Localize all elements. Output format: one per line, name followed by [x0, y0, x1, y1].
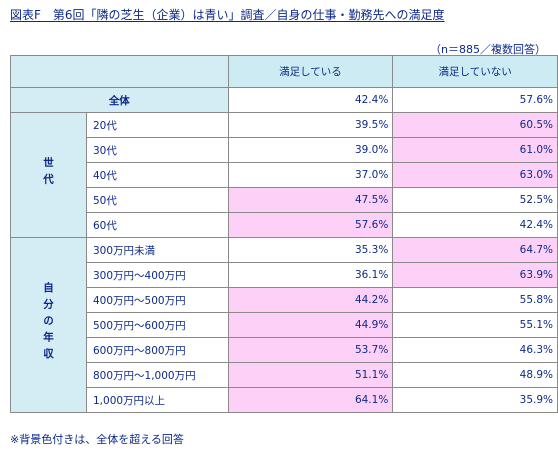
- row-label: 500万円〜600万円: [86, 312, 229, 338]
- row-label: 60代: [86, 212, 229, 238]
- table-body: 全体 42.4% 57.6% 世代 20代 39.5% 60.5% 30代 39.0% 61.0%…: [10, 87, 558, 413]
- value-satisfied: 57.6%: [227, 212, 394, 238]
- table-row: 600万円〜800万円 53.7% 46.3%: [11, 337, 558, 363]
- table-row: 50代 47.5% 52.5%: [11, 187, 558, 213]
- value-satisfied: 53.7%: [227, 337, 394, 363]
- table-row: 500万円〜600万円 44.9% 55.1%: [11, 312, 558, 338]
- table-row: 400万円〜500万円 44.2% 55.8%: [11, 287, 558, 313]
- value-satisfied: 42.4%: [227, 87, 394, 113]
- value-satisfied: 35.3%: [227, 237, 394, 263]
- value-satisfied: 36.1%: [227, 262, 394, 288]
- table-row: 300万円〜400万円 36.1% 63.9%: [11, 262, 558, 288]
- value-satisfied: 44.9%: [227, 312, 394, 338]
- footnote: ※背景色付きは、全体を超える回答: [10, 433, 184, 446]
- value-unsatisfied: 63.0%: [392, 162, 558, 188]
- table-row: 1,000万円以上 64.1% 35.9%: [11, 387, 558, 413]
- header-blank-cell: [10, 55, 229, 88]
- row-label: 400万円〜500万円: [86, 287, 229, 313]
- satisfaction-table: 満足している 満足していない 全体 42.4% 57.6% 世代 20代 39.5% 60.…: [10, 55, 558, 413]
- value-unsatisfied: 52.5%: [392, 187, 558, 213]
- group-label-age: 世代: [10, 112, 87, 238]
- table-row: 30代 39.0% 61.0%: [11, 137, 558, 163]
- page-title: 図表F 第6回「隣の芝生（企業）は青い」調査／自身の仕事・勤務先への満足度: [10, 8, 445, 22]
- value-satisfied: 37.0%: [227, 162, 394, 188]
- group-label-text: 自分の年収: [42, 282, 54, 365]
- table-row: 800万円〜1,000万円 51.1% 48.9%: [11, 362, 558, 388]
- row-label: 全体: [10, 87, 229, 113]
- group-label-income: 自分の年収: [10, 237, 87, 413]
- value-unsatisfied: 42.4%: [392, 212, 558, 238]
- table-row-total: 全体 42.4% 57.6%: [10, 87, 558, 113]
- sample-note: （n＝885／複数回答）: [430, 43, 546, 56]
- group-label-text: 世代: [42, 157, 54, 190]
- value-unsatisfied: 46.3%: [392, 337, 558, 363]
- table-row: 40代 37.0% 63.0%: [11, 162, 558, 188]
- value-satisfied: 51.1%: [227, 362, 394, 388]
- row-label: 50代: [86, 187, 229, 213]
- row-label: 1,000万円以上: [86, 387, 229, 413]
- row-label: 40代: [86, 162, 229, 188]
- row-label: 30代: [86, 137, 229, 163]
- value-unsatisfied: 63.9%: [392, 262, 558, 288]
- row-label: 300万円〜400万円: [86, 262, 229, 288]
- value-satisfied: 64.1%: [227, 387, 394, 413]
- table-row: 自分の年収 300万円未満 35.3% 64.7%: [10, 237, 558, 413]
- value-unsatisfied: 55.1%: [392, 312, 558, 338]
- row-label: 20代: [86, 112, 229, 138]
- value-satisfied: 47.5%: [227, 187, 394, 213]
- value-satisfied: 39.0%: [227, 137, 394, 163]
- row-label: 300万円未満: [86, 237, 229, 263]
- value-unsatisfied: 57.6%: [392, 87, 558, 113]
- table-row: 世代 20代 39.5% 60.5%: [10, 112, 558, 238]
- header-unsatisfied: 満足していない: [392, 55, 558, 88]
- table-row: 60代 57.6% 42.4%: [11, 212, 558, 238]
- value-unsatisfied: 61.0%: [392, 137, 558, 163]
- header-row: 満足している 満足していない: [10, 55, 558, 88]
- value-satisfied: 44.2%: [227, 287, 394, 313]
- value-satisfied: 39.5%: [227, 112, 394, 138]
- row-label: 800万円〜1,000万円: [86, 362, 229, 388]
- value-unsatisfied: 48.9%: [392, 362, 558, 388]
- value-unsatisfied: 35.9%: [392, 387, 558, 413]
- row-label: 600万円〜800万円: [86, 337, 229, 363]
- value-unsatisfied: 64.7%: [392, 237, 558, 263]
- value-unsatisfied: 60.5%: [392, 112, 558, 138]
- header-satisfied: 満足している: [227, 55, 394, 88]
- value-unsatisfied: 55.8%: [392, 287, 558, 313]
